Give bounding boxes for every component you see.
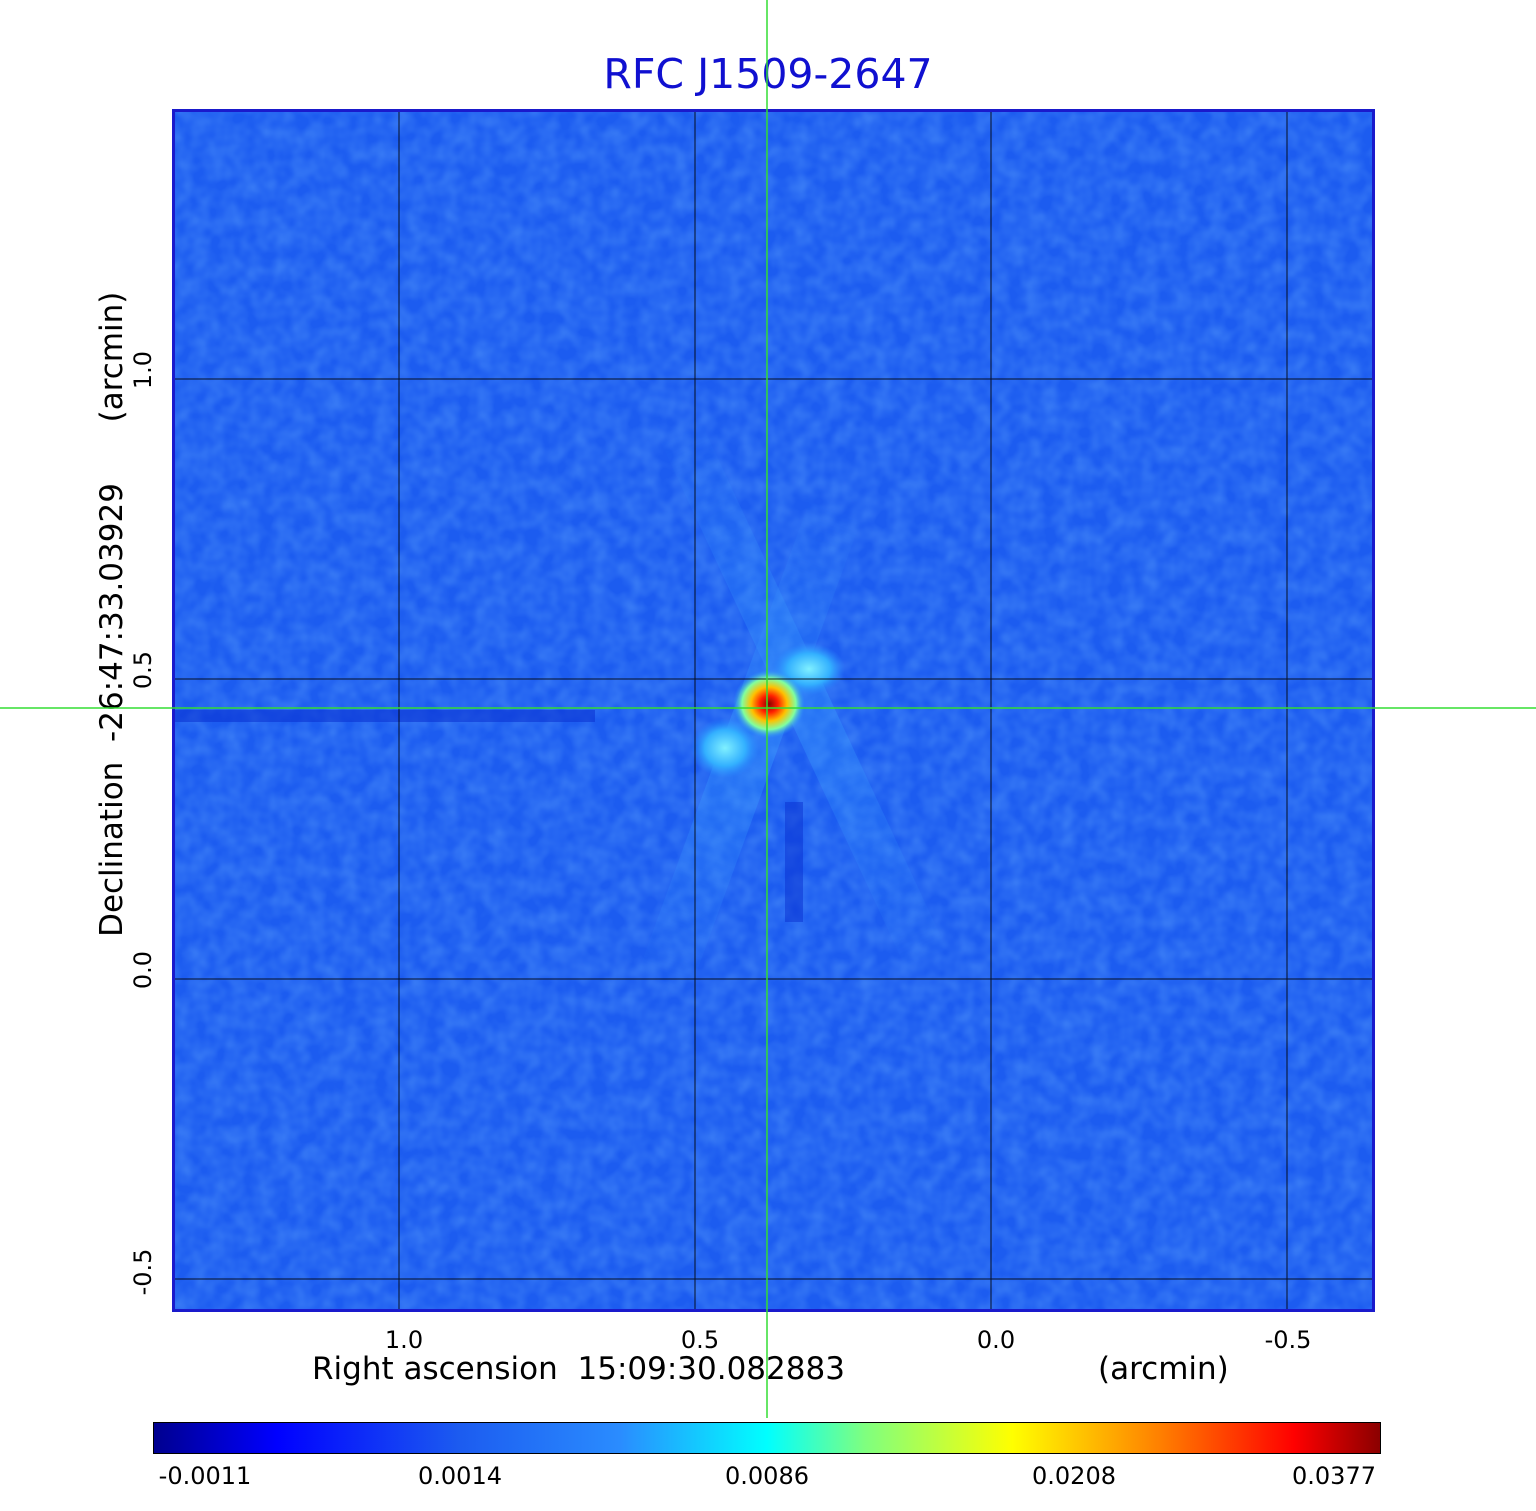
sky-image-panel[interactable]	[172, 109, 1375, 1312]
y-axis-center-value: -26:47:33.03929	[94, 483, 130, 742]
x-tick-label: 0.0	[976, 1326, 1016, 1354]
y-tick-label: 1.0	[129, 350, 157, 390]
x-axis-label: Right ascension 15:09:30.082883	[312, 1351, 845, 1387]
sky-image	[175, 112, 1372, 1309]
colorbar-tick-label: -0.0011	[158, 1462, 252, 1490]
x-axis-name: Right ascension	[312, 1351, 558, 1387]
y-axis-label: Declination -26:47:33.03929	[94, 483, 130, 937]
colorbar-tick-label: 0.0208	[1032, 1462, 1116, 1490]
x-axis-unit: (arcmin)	[1098, 1351, 1229, 1387]
x-tick-label: 0.5	[680, 1326, 720, 1354]
colorbar-tick-label: 0.0377	[1292, 1462, 1376, 1490]
colorbar-tick-label: 0.0086	[725, 1462, 809, 1490]
colorbar	[153, 1422, 1381, 1454]
x-axis-center-value: 15:09:30.082883	[577, 1351, 845, 1387]
y-axis-name: Declination	[94, 761, 130, 937]
y-tick-label: -0.5	[129, 1248, 157, 1296]
image-title: RFC J1509-2647	[603, 50, 933, 98]
y-axis-unit: (arcmin)	[94, 291, 130, 423]
y-tick-label: 0.0	[129, 950, 157, 990]
colorbar-tick-label: 0.0014	[418, 1462, 502, 1490]
x-tick-label: -0.5	[1264, 1326, 1312, 1354]
x-tick-label: 1.0	[384, 1326, 424, 1354]
y-tick-label: 0.5	[129, 650, 157, 690]
